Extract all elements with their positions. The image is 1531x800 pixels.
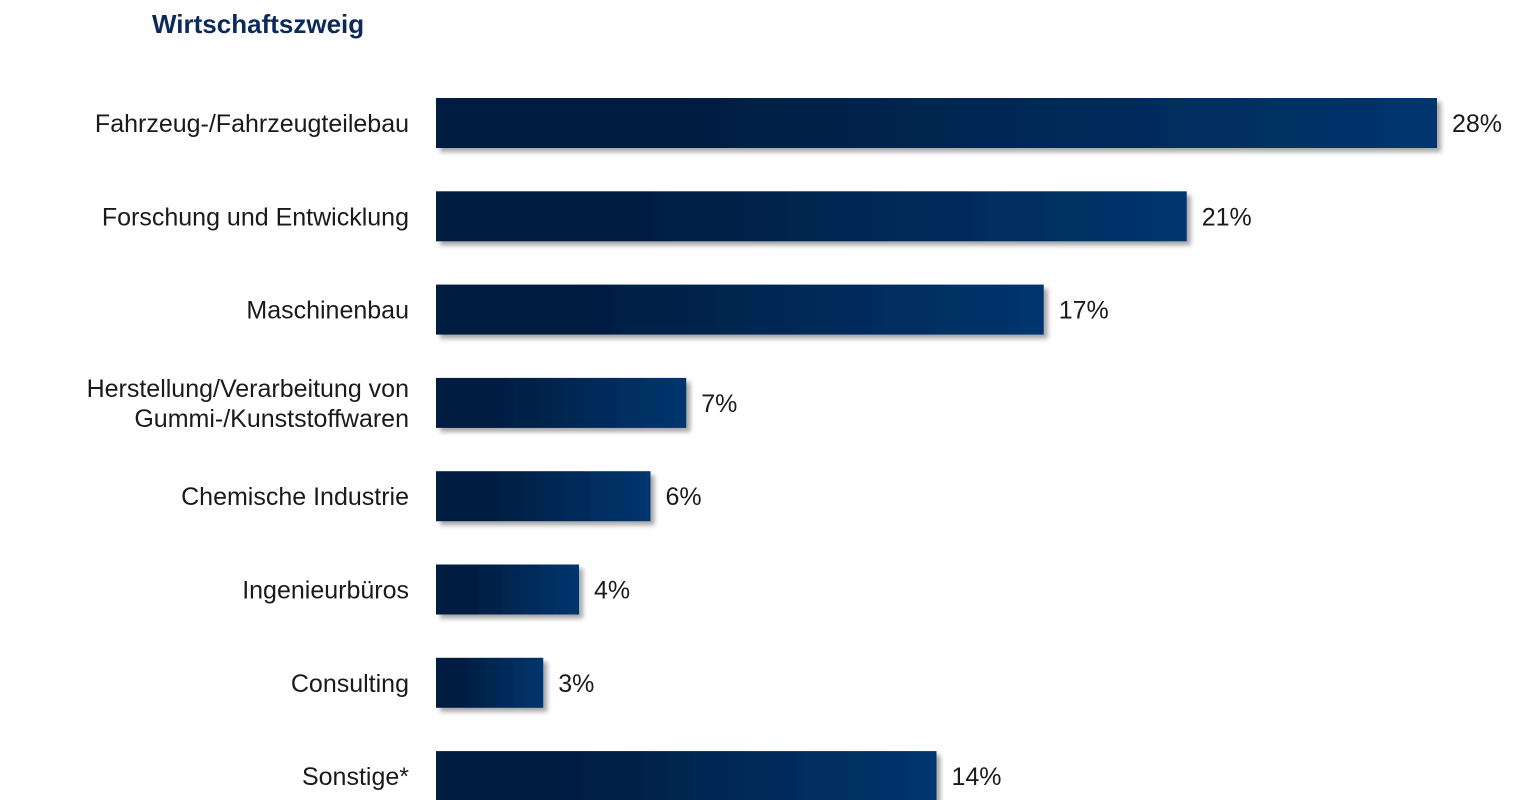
bar xyxy=(436,191,1187,242)
bar-group: Sonstige* 14% xyxy=(302,751,1002,800)
value-label: 14% xyxy=(952,763,1002,791)
category-label-line: Gummi-/Kunststoffwaren xyxy=(134,405,409,433)
bar xyxy=(436,377,687,428)
category-label-line: Chemische Industrie xyxy=(181,483,409,511)
category-label-line: Forschung und Entwicklung xyxy=(102,203,409,231)
value-label: 21% xyxy=(1202,203,1252,231)
bar xyxy=(436,657,544,708)
bar xyxy=(436,98,1437,148)
chart-title: Wirtschaftszweig xyxy=(152,9,364,39)
value-label: 17% xyxy=(1059,297,1109,325)
bar-group: Consulting 3% xyxy=(291,657,594,708)
value-label: 4% xyxy=(594,577,630,605)
category-label: Herstellung/Verarbeitung von Gummi-/Kunst… xyxy=(87,375,409,433)
category-label-line: Consulting xyxy=(291,670,409,698)
bars-layer: Fahrzeug-/Fahrzeugteilebau 28% Forschung u… xyxy=(87,98,1502,800)
category-label: Sonstige* xyxy=(302,763,409,791)
bar-group: Herstellung/Verarbeitung von Gummi-/Kunst… xyxy=(87,375,738,433)
category-label-line: Ingenieurbüros xyxy=(242,577,409,605)
bar-group: Fahrzeug-/Fahrzeugteilebau 28% xyxy=(95,98,1502,148)
category-label: Consulting xyxy=(291,670,409,698)
bar-group: Forschung und Entwicklung 21% xyxy=(102,191,1252,242)
category-label-line: Sonstige* xyxy=(302,763,409,791)
category-label: Chemische Industrie xyxy=(181,483,409,511)
bar xyxy=(436,471,651,522)
category-label-line: Maschinenbau xyxy=(246,297,409,325)
value-label: 28% xyxy=(1452,110,1502,138)
bar xyxy=(436,751,937,800)
bar-group: Maschinenbau 17% xyxy=(246,284,1109,335)
category-label-line: Fahrzeug-/Fahrzeugteilebau xyxy=(95,110,409,138)
bar-group: Chemische Industrie 6% xyxy=(181,471,702,522)
value-label: 3% xyxy=(558,670,594,698)
bar-group: Ingenieurbüros 4% xyxy=(242,564,630,615)
bar xyxy=(436,564,579,615)
bar xyxy=(436,284,1044,335)
value-label: 7% xyxy=(701,390,737,418)
category-label: Fahrzeug-/Fahrzeugteilebau xyxy=(95,110,409,138)
category-label: Ingenieurbüros xyxy=(242,577,409,605)
category-label: Forschung und Entwicklung xyxy=(102,203,409,231)
category-label-line: Herstellung/Verarbeitung von xyxy=(87,375,409,403)
category-label: Maschinenbau xyxy=(246,297,409,325)
value-label: 6% xyxy=(666,483,702,511)
